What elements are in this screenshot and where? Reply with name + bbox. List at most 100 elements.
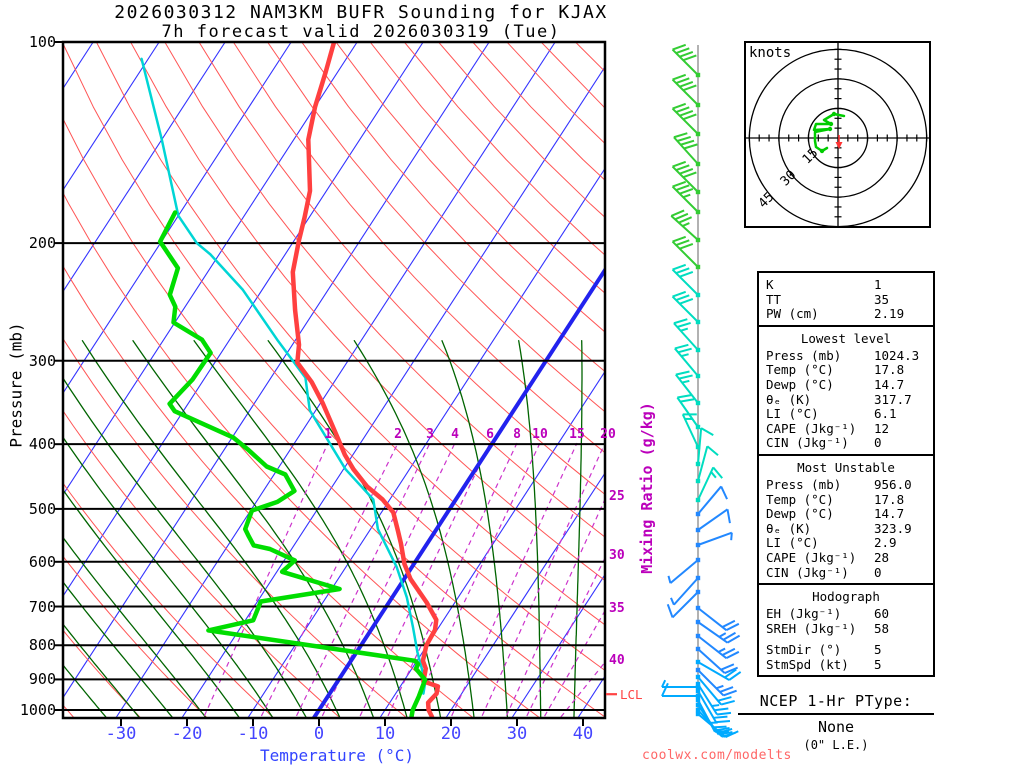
barb-full-tick [680,139,695,146]
barb-base-dot [695,347,701,353]
index-row: SREH (Jkg⁻¹) 58 [766,621,933,636]
barb-base-dot [695,189,701,195]
index-row-label: CIN (Jkg⁻¹) [766,435,849,451]
barb-base-dot [695,72,701,78]
barb-full-tick [679,270,694,278]
barb-half-tick [667,575,672,584]
temperature-tick-label: -30 [105,724,137,744]
wind-barb [676,394,701,430]
index-row-value: 12 [874,420,890,436]
wind-barb [695,667,737,697]
barb-full-tick [713,715,728,719]
barb-full-tick [677,394,692,399]
index-row-value: 60 [874,606,890,622]
index-row-label: θₑ (K) [766,520,812,536]
index-row-label: Dewp (°C) [766,506,834,522]
index-row: Temp (°C) 17.8 [766,362,933,377]
barb-half-tick [680,327,689,332]
isotherm-line [63,42,358,496]
storm-motion-marker [835,142,843,149]
barb-base-dot [695,511,701,517]
moist-adiabat-line [63,376,308,718]
wind-barb [695,681,732,716]
barb-staff [697,607,727,631]
wind-barb [671,290,701,325]
index-row-value: 1024.3 [874,347,920,363]
barb-full-tick [661,682,669,697]
indices-section-title: Lowest level [800,330,892,346]
index-row: StmDir (°) 5 [766,642,933,657]
barb-full-tick [716,711,732,716]
wind-barb [695,531,733,548]
pressure-tick-label: 500 [28,499,56,518]
mixing-ratio-top-label: 4 [451,427,459,442]
index-row-value: 35 [874,291,890,307]
barb-base-dot [695,461,701,467]
mixing-ratio-right-label: 30 [609,548,625,563]
barb-staff [697,648,726,674]
wind-barb [666,589,701,619]
index-row: θₑ (K) 317.7 [766,392,933,407]
mixing-ratio-top-label: 2 [394,427,402,442]
temperature-tick-label: 0 [313,724,325,744]
isotherm-line [181,65,605,718]
barb-base-dot [695,557,701,563]
hodograph-trace-dot [831,111,837,117]
barb-full-tick [682,171,697,179]
index-row: Press (mb) 956.0 [766,477,933,492]
barb-staff [697,661,730,681]
barb-full-tick [725,730,739,739]
barb-full-tick [726,509,731,524]
barb-full-tick [679,109,694,117]
barb-full-tick [675,267,690,275]
barb-base-dot [695,681,701,687]
barb-full-tick [672,73,687,81]
barb-full-tick [714,707,729,712]
wind-barb [695,445,719,484]
indices-section-title: Hodograph [812,589,880,605]
moist-adiabat-line [63,580,174,718]
wind-barb [675,370,701,406]
barb-full-tick [682,113,697,121]
barb-full-tick [675,47,690,55]
barb-base-dot [695,424,701,430]
dry-adiabat-line [164,42,605,538]
moist-adiabat-line [193,340,408,718]
ptype-panel: NCEP 1-Hr PType: None (0" L.E.) [738,692,934,752]
wind-barb [673,132,701,167]
isotherm-line [63,42,490,699]
temperature-tick-label: -20 [171,724,203,744]
barb-full-tick [719,686,734,693]
barb-full-tick [678,374,693,380]
watermark: coolwx.com/modelts [642,748,792,763]
index-row-label: LI (°C) [766,406,819,422]
isotherm-line [63,42,424,598]
barb-base-dot [695,264,701,270]
ptype-liquid-equivalent: (0" L.E.) [803,738,869,752]
wind-barb [695,659,742,681]
dry-adiabat-line [63,555,209,718]
barb-full-tick [673,318,688,325]
isotherm-line [379,370,605,718]
barb-base-dot [695,373,701,379]
index-row: StmSpd (kt) 5 [766,657,933,672]
wind-barb [695,508,731,533]
pressure-tick-label: 1000 [19,701,56,719]
wind-barb [661,679,701,690]
index-row-label: StmDir (°) [766,642,842,658]
temperature-curve [290,42,441,718]
barb-half-tick [717,647,726,653]
barb-base-dot [695,684,701,690]
wind-barb [671,43,701,78]
ptype-value: None [817,718,855,736]
barb-full-tick [672,235,687,243]
barb-base-dot [695,497,701,503]
wind-barb [695,619,741,644]
dry-adiabat-line [63,409,342,718]
barb-full-tick [706,445,719,456]
moist-adiabat-line [573,340,583,718]
barb-base-dot [695,605,701,611]
barb-base-dot [695,319,701,325]
mixing-ratio-right-label: 35 [609,601,625,616]
